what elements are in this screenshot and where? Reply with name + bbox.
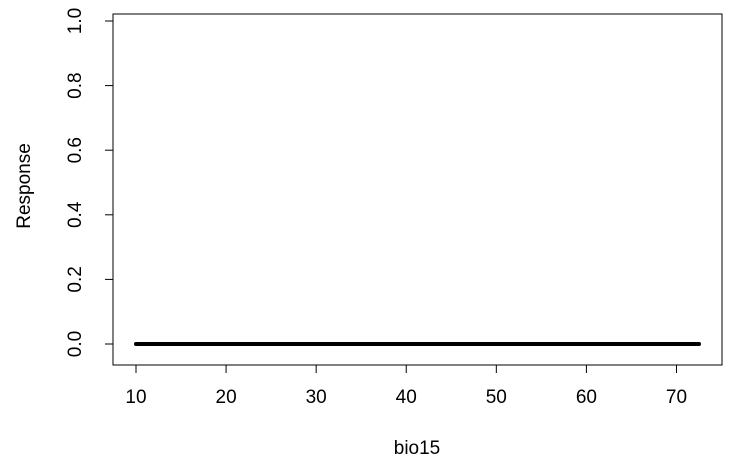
y-tick-label: 0.0	[65, 331, 86, 357]
y-tick-label: 0.2	[65, 266, 86, 292]
x-tick-label: 20	[216, 387, 237, 408]
x-tick-label: 70	[666, 387, 687, 408]
x-tick-label: 10	[125, 387, 146, 408]
y-tick-label: 1.0	[65, 8, 86, 34]
y-tick-label: 0.4	[65, 201, 86, 228]
x-tick-label: 30	[306, 387, 327, 408]
x-axis: 10 20 30 40 50 60 70	[125, 364, 687, 408]
x-axis-label: bio15	[394, 438, 441, 459]
y-axis: 0.0 0.2 0.4 0.6 0.8 1.0	[65, 8, 114, 357]
y-tick-label: 0.8	[65, 72, 86, 98]
y-axis-label: Response	[14, 143, 35, 229]
x-tick-label: 60	[576, 387, 597, 408]
plot-frame	[112, 13, 723, 366]
x-tick-label: 50	[486, 387, 507, 408]
y-tick-label: 0.6	[65, 137, 86, 163]
x-tick-label: 40	[396, 387, 417, 408]
